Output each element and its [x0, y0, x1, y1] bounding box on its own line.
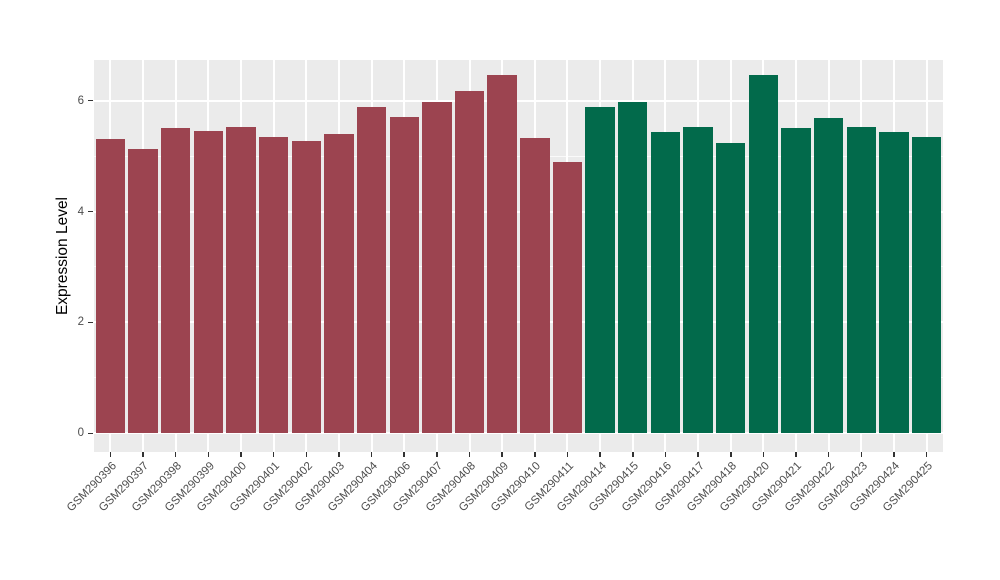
x-axis-tick [795, 452, 797, 457]
bar [781, 127, 811, 434]
x-axis-tick [632, 452, 634, 457]
x-axis-tick [403, 452, 405, 457]
gridline-horizontal-major [94, 432, 943, 435]
x-axis-tick [142, 452, 144, 457]
bar [389, 117, 419, 434]
gridline-horizontal-major [94, 99, 943, 102]
bar [356, 107, 387, 434]
x-axis-tick [436, 452, 438, 457]
y-tick-label: 0 [77, 427, 84, 440]
x-axis-tick [762, 452, 765, 457]
x-axis-tick [501, 452, 503, 457]
bar [160, 127, 191, 434]
bar [552, 162, 583, 434]
x-axis-tick [534, 452, 536, 457]
bar [226, 127, 256, 434]
bar [814, 117, 844, 434]
gridline-horizontal-minor [94, 377, 943, 379]
y-tick-label: 4 [77, 205, 84, 218]
x-axis-tick [338, 452, 340, 457]
bar [748, 74, 779, 434]
y-axis-title: Expression Level [54, 196, 71, 316]
x-axis-tick [599, 452, 601, 457]
gridline-horizontal-major [94, 210, 943, 213]
gridline-horizontal-minor [94, 266, 943, 268]
bar [95, 139, 125, 434]
bar [193, 131, 223, 434]
y-axis-tick [88, 210, 93, 213]
y-tick-label: 6 [77, 94, 84, 107]
x-axis-tick [272, 452, 275, 457]
y-axis-tick [88, 99, 93, 102]
bar [585, 107, 615, 434]
x-axis-tick [370, 452, 373, 457]
y-axis-tick [88, 432, 93, 435]
bar [258, 137, 289, 434]
x-axis-tick [109, 452, 112, 457]
x-axis-tick [697, 452, 699, 457]
bar [683, 126, 713, 434]
x-axis-tick [664, 452, 667, 457]
bar [324, 133, 354, 434]
bar [128, 149, 158, 434]
bar [291, 140, 321, 434]
x-axis-tick [730, 452, 732, 457]
bar [716, 142, 746, 434]
x-axis-tick [468, 452, 471, 457]
x-axis-tick [827, 452, 830, 457]
gridline-horizontal-major [94, 321, 943, 324]
bar [879, 132, 909, 434]
y-axis-tick [88, 321, 93, 324]
x-axis-tick [925, 452, 928, 457]
bar [846, 126, 877, 434]
bar [520, 137, 550, 434]
bar [618, 101, 648, 434]
bar [454, 91, 485, 434]
x-axis-tick [893, 452, 895, 457]
x-axis-tick [566, 452, 569, 457]
x-axis-tick [240, 452, 242, 457]
x-axis-tick [860, 452, 863, 457]
plot-panel [94, 60, 943, 452]
y-tick-label: 2 [77, 316, 84, 329]
gridline-horizontal-minor [94, 155, 943, 157]
bar [422, 102, 452, 434]
bar [911, 137, 942, 434]
x-axis-tick [305, 452, 307, 457]
bar [650, 131, 681, 434]
bar [487, 74, 517, 434]
x-axis-tick [174, 452, 177, 457]
x-axis-tick [207, 452, 210, 457]
